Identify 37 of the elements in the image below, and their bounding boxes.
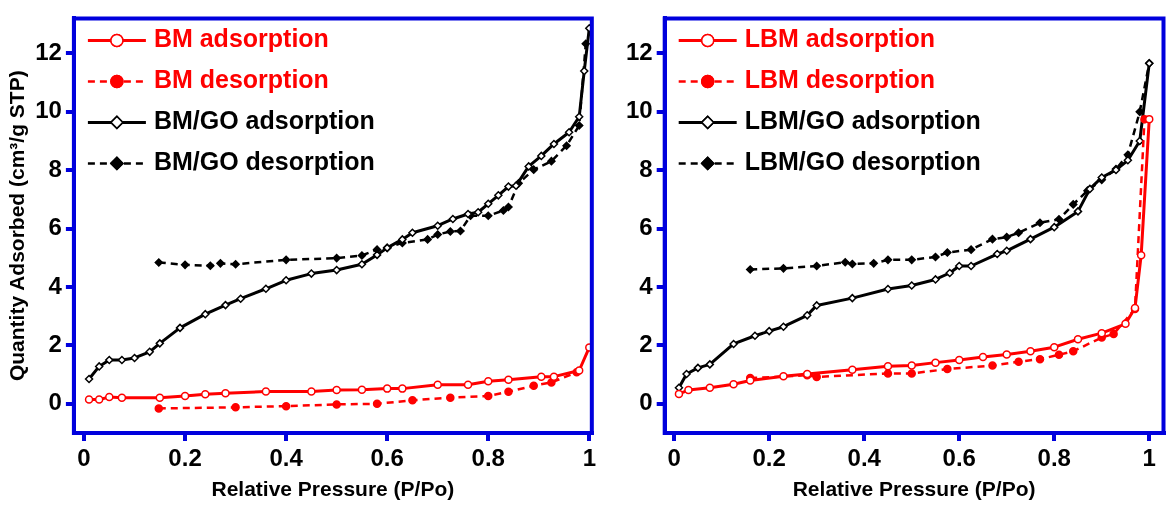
legend-label: LBM adsorption [744, 24, 935, 53]
y-tick-label: 10 [625, 96, 653, 124]
x-tick-label: 0 [77, 444, 91, 472]
y-tick-label: 2 [48, 330, 62, 358]
y-tick-label: 10 [35, 96, 62, 124]
y-axis-title: Quantity Adsorbed (cm³/g STP) [5, 70, 29, 382]
legend-label: LBM desorption [744, 65, 935, 94]
x-axis-title: Relative Pressure (P/Po) [792, 477, 1036, 501]
y-tick-label: 0 [48, 388, 62, 416]
legend-label: LBM/GO adsorption [744, 106, 981, 135]
y-tick-label: 4 [639, 271, 654, 299]
x-tick-label: 0.2 [752, 444, 786, 472]
x-tick-label: 1 [582, 444, 596, 472]
x-tick-label: 0.4 [269, 444, 304, 472]
x-tick-label: 0.2 [168, 444, 202, 472]
y-tick-label: 12 [625, 38, 653, 66]
y-tick-label: 6 [639, 213, 653, 241]
y-tick-label: 0 [639, 388, 653, 416]
y-tick-label: 4 [48, 271, 63, 299]
x-tick-label: 0.6 [942, 444, 976, 472]
y-tick-label: 6 [48, 213, 62, 241]
y-tick-label: 12 [35, 38, 62, 66]
x-tick-label: 1 [1142, 444, 1156, 472]
x-axis-title: Relative Pressure (P/Po) [211, 477, 455, 501]
x-tick-label: 0.8 [471, 444, 505, 472]
legend-label: BM desorption [153, 65, 329, 94]
legend-label: BM/GO adsorption [153, 106, 375, 135]
legend-label: LBM/GO desorption [744, 147, 981, 176]
legend-label: BM/GO desorption [153, 147, 375, 176]
legend-label: BM adsorption [153, 24, 329, 53]
x-tick-label: 0.6 [370, 444, 404, 472]
x-tick-label: 0.4 [847, 444, 882, 472]
x-tick-label: 0.8 [1037, 444, 1071, 472]
y-tick-label: 8 [639, 154, 653, 182]
y-tick-label: 2 [639, 330, 653, 358]
y-tick-label: 8 [48, 154, 62, 182]
x-tick-label: 0 [667, 444, 681, 472]
